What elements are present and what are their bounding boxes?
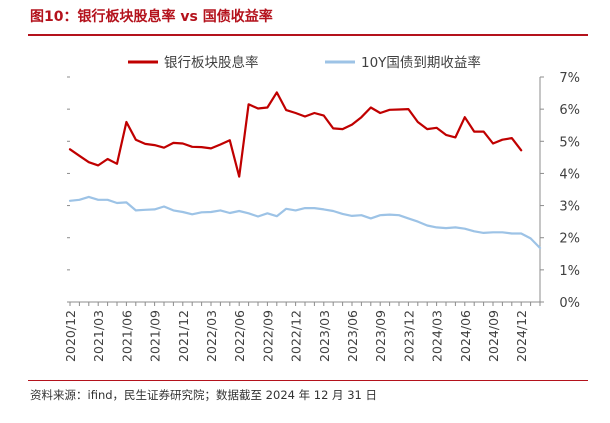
y-tick-label: 7% — [559, 71, 580, 86]
x-tick-label: 2022/09 — [260, 310, 275, 362]
x-tick-label: 2021/12 — [176, 310, 191, 362]
series-line-2 — [68, 195, 542, 250]
x-tick-label: 2024/12 — [514, 310, 529, 362]
x-tick-label: 2023/09 — [373, 310, 388, 362]
x-tick-label: 2022/03 — [204, 310, 219, 362]
series-lines — [68, 91, 542, 250]
series-line-1 — [68, 91, 523, 178]
x-tick-label: 2022/06 — [232, 310, 247, 362]
x-tick-label: 2023/03 — [317, 310, 332, 362]
legend-label-1: 银行板块股息率 — [164, 54, 259, 71]
x-tick-label: 2024/06 — [458, 310, 473, 362]
y-tick-label: 1% — [559, 264, 580, 279]
legend: 银行板块股息率 10Y国债到期收益率 — [128, 54, 481, 71]
source-note: 资料来源：ifind，民生证券研究院；数据截至 2024 年 12 月 31 日 — [30, 388, 377, 402]
y-tick-label: 6% — [559, 103, 580, 118]
axes: 0% 1% 2% 3% 4% 5% 6% 7% 2020/12 2021/03 2021/06 202… — [63, 71, 580, 362]
x-tick-label: 2021/03 — [91, 310, 106, 362]
x-tick-label: 2020/12 — [63, 310, 78, 362]
legend-label-2: 10Y国债到期收益率 — [361, 54, 481, 71]
x-tick-label: 2023/06 — [345, 310, 360, 362]
figure-title: 图10：银行板块股息率 vs 国债收益率 — [30, 9, 273, 25]
x-tick-label: 2023/12 — [401, 310, 416, 362]
y-tick-label: 0% — [559, 296, 580, 311]
y-tick-label: 3% — [559, 200, 580, 215]
x-tick-label: 2024/03 — [430, 310, 445, 362]
y-tick-label: 2% — [559, 232, 580, 247]
footer-rule — [28, 380, 588, 381]
title-rule — [28, 34, 588, 36]
x-tick-label: 2021/06 — [119, 310, 134, 362]
y-tick-label: 4% — [559, 167, 580, 182]
x-tick-label: 2022/12 — [289, 310, 304, 362]
x-tick-label: 2021/09 — [148, 310, 163, 362]
x-tick-label: 2024/09 — [486, 310, 501, 362]
y-tick-label: 5% — [559, 135, 580, 150]
